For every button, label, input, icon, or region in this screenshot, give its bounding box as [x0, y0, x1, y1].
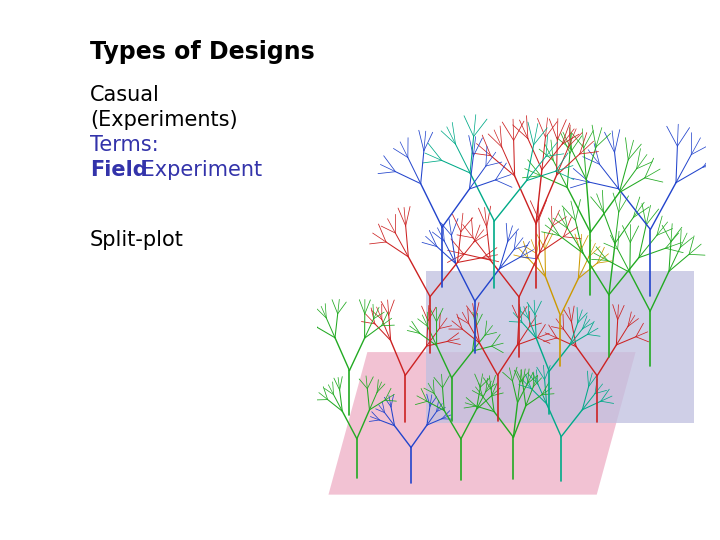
Polygon shape	[328, 352, 636, 495]
Text: Types of Designs: Types of Designs	[90, 40, 315, 64]
Text: Casual: Casual	[90, 85, 160, 105]
Text: Terms:: Terms:	[90, 135, 158, 155]
Text: Experiment: Experiment	[135, 160, 262, 180]
Polygon shape	[426, 271, 694, 423]
Text: Field: Field	[90, 160, 148, 180]
Text: (Experiments): (Experiments)	[90, 110, 238, 130]
Text: Split-plot: Split-plot	[90, 230, 184, 250]
